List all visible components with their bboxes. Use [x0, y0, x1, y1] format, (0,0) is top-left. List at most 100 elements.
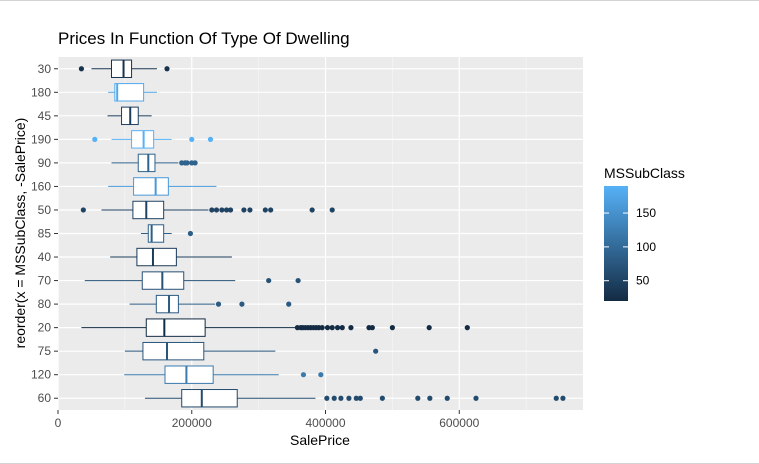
outlier-point	[331, 395, 337, 401]
chart-title: Prices In Function Of Type Of Dwelling	[58, 29, 350, 48]
legend-ticks: 50 100 150	[604, 206, 656, 288]
legend-label: 50	[636, 274, 650, 288]
iqr-box	[147, 224, 165, 243]
outlier-point	[80, 207, 86, 213]
iqr-box	[145, 318, 206, 337]
box-30	[78, 59, 170, 78]
outlier-point	[560, 395, 566, 401]
boxes	[78, 59, 566, 408]
x-tick-label: 400000	[305, 416, 345, 430]
y-tick-label: 40	[38, 250, 52, 264]
box-50	[80, 200, 335, 220]
iqr-box	[131, 130, 155, 149]
box-60	[144, 389, 566, 408]
iqr-box	[164, 365, 214, 384]
outlier-point	[329, 207, 335, 213]
box-70	[84, 271, 301, 290]
outlier-point	[309, 207, 315, 213]
outlier-point	[426, 325, 432, 331]
outlier-point	[553, 395, 559, 401]
outlier-point	[189, 136, 195, 142]
iqr-box	[136, 247, 177, 267]
outlier-point	[215, 301, 222, 307]
box-85	[140, 224, 194, 243]
legend-colorbar	[604, 186, 628, 301]
iqr-box	[137, 153, 156, 173]
legend-label: 150	[636, 206, 656, 220]
x-tick-label: 600000	[439, 416, 479, 430]
outlier-point	[262, 207, 268, 213]
legend-title: MSSubClass	[604, 165, 685, 181]
box-20	[81, 318, 470, 337]
outlier-point	[209, 207, 215, 213]
outlier-point	[300, 372, 307, 378]
x-tick-label: 200000	[172, 416, 212, 430]
outlier-point	[357, 395, 363, 401]
outlier-point	[348, 325, 354, 331]
box-190	[92, 130, 214, 149]
x-axis-label: SalePrice	[290, 432, 350, 448]
y-tick-label: 60	[38, 391, 52, 405]
y-tick-label: 75	[38, 344, 52, 358]
outlier-point	[339, 325, 345, 331]
outlier-point	[373, 348, 379, 354]
x-axis: 0 200000 400000 600000	[55, 410, 480, 430]
box-45	[107, 106, 152, 126]
outlier-point	[92, 136, 98, 142]
outlier-point	[473, 395, 479, 401]
y-tick-label: 180	[31, 85, 51, 99]
outlier-point	[187, 230, 194, 237]
outlier-point	[318, 372, 324, 378]
y-tick-label: 80	[38, 297, 52, 311]
iqr-box	[155, 294, 179, 314]
outlier-point	[324, 395, 330, 401]
outlier-point	[319, 325, 325, 331]
y-tick-label: 120	[31, 368, 51, 382]
outlier-point	[164, 66, 170, 72]
outlier-point	[338, 395, 344, 401]
outlier-point	[324, 325, 331, 331]
outlier-point	[213, 207, 220, 213]
y-tick-label: 45	[38, 109, 52, 123]
outlier-point	[427, 395, 433, 401]
outlier-point	[346, 395, 352, 401]
outlier-point	[266, 277, 272, 284]
y-tick-label: 20	[38, 321, 52, 335]
legend-label: 100	[636, 240, 656, 254]
outlier-point	[353, 395, 359, 401]
box-75	[124, 341, 379, 361]
x-tick-label: 0	[55, 416, 62, 430]
box-180	[108, 83, 157, 102]
outlier-point	[464, 325, 470, 331]
y-tick-label: 50	[38, 203, 52, 217]
outlier-point	[184, 160, 190, 166]
outlier-point	[78, 66, 85, 72]
outlier-point	[207, 136, 214, 142]
outlier-point	[444, 395, 450, 401]
outlier-point	[334, 325, 341, 331]
y-tick-label: 70	[38, 274, 52, 288]
outlier-point	[227, 207, 234, 213]
outlier-point	[415, 395, 421, 401]
outlier-point	[389, 325, 395, 331]
y-tick-label: 160	[31, 179, 51, 193]
outlier-point	[239, 301, 245, 307]
y-axis: 30 180 45 190 90 160 50 85 40 70 80 20 75 120 60	[31, 62, 58, 405]
iqr-box	[114, 83, 145, 102]
y-tick-label: 85	[38, 227, 52, 241]
iqr-box	[111, 59, 133, 78]
outlier-point	[369, 325, 375, 331]
iqr-box	[133, 177, 169, 196]
outlier-point	[223, 207, 230, 213]
y-tick-label: 30	[38, 62, 52, 76]
outlier-point	[268, 207, 274, 213]
box-120	[124, 365, 324, 384]
box-40	[110, 247, 232, 267]
iqr-box	[132, 200, 165, 220]
outlier-point	[379, 395, 385, 401]
legend: MSSubClass 50 100 150	[604, 165, 685, 301]
outlier-point	[192, 160, 198, 166]
outlier-point	[241, 207, 247, 213]
